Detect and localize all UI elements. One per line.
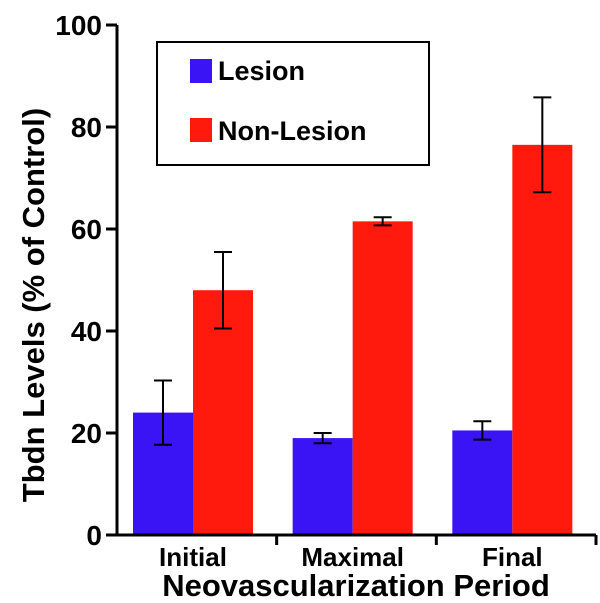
bar-non-lesion-maximal: [352, 221, 413, 535]
y-tick-label-60: 60: [71, 214, 102, 245]
legend: Lesion Non-Lesion: [156, 41, 430, 166]
legend-label-non-lesion: Non-Lesion: [218, 116, 367, 146]
legend-swatch-lesion: [190, 59, 212, 83]
x-axis-ticks: Initial Maximal Final: [159, 535, 598, 572]
y-tick-label-20: 20: [71, 418, 102, 449]
legend-label-lesion: Lesion: [218, 56, 305, 86]
bar-lesion-maximal: [292, 438, 353, 535]
plot-area: [133, 96, 573, 535]
bar-lesion-final: [452, 430, 513, 535]
y-tick-label-80: 80: [71, 112, 102, 143]
y-axis-title: Tbdn Levels (% of Control): [16, 108, 51, 502]
x-axis-title: Neovascularization Period: [162, 568, 550, 603]
y-axis-ticks: 0 20 40 60 80 100: [55, 10, 117, 551]
y-tick-label-100: 100: [55, 10, 102, 41]
bar-non-lesion-initial: [193, 290, 253, 535]
x-tick-label-maximal: Maximal: [301, 542, 404, 572]
y-tick-label-40: 40: [71, 316, 102, 347]
x-tick-label-final: Final: [482, 542, 543, 572]
legend-swatch-non-lesion: [190, 118, 212, 142]
y-tick-label-0: 0: [86, 520, 102, 551]
bar-non-lesion-final: [512, 144, 573, 535]
x-tick-label-initial: Initial: [159, 542, 227, 572]
